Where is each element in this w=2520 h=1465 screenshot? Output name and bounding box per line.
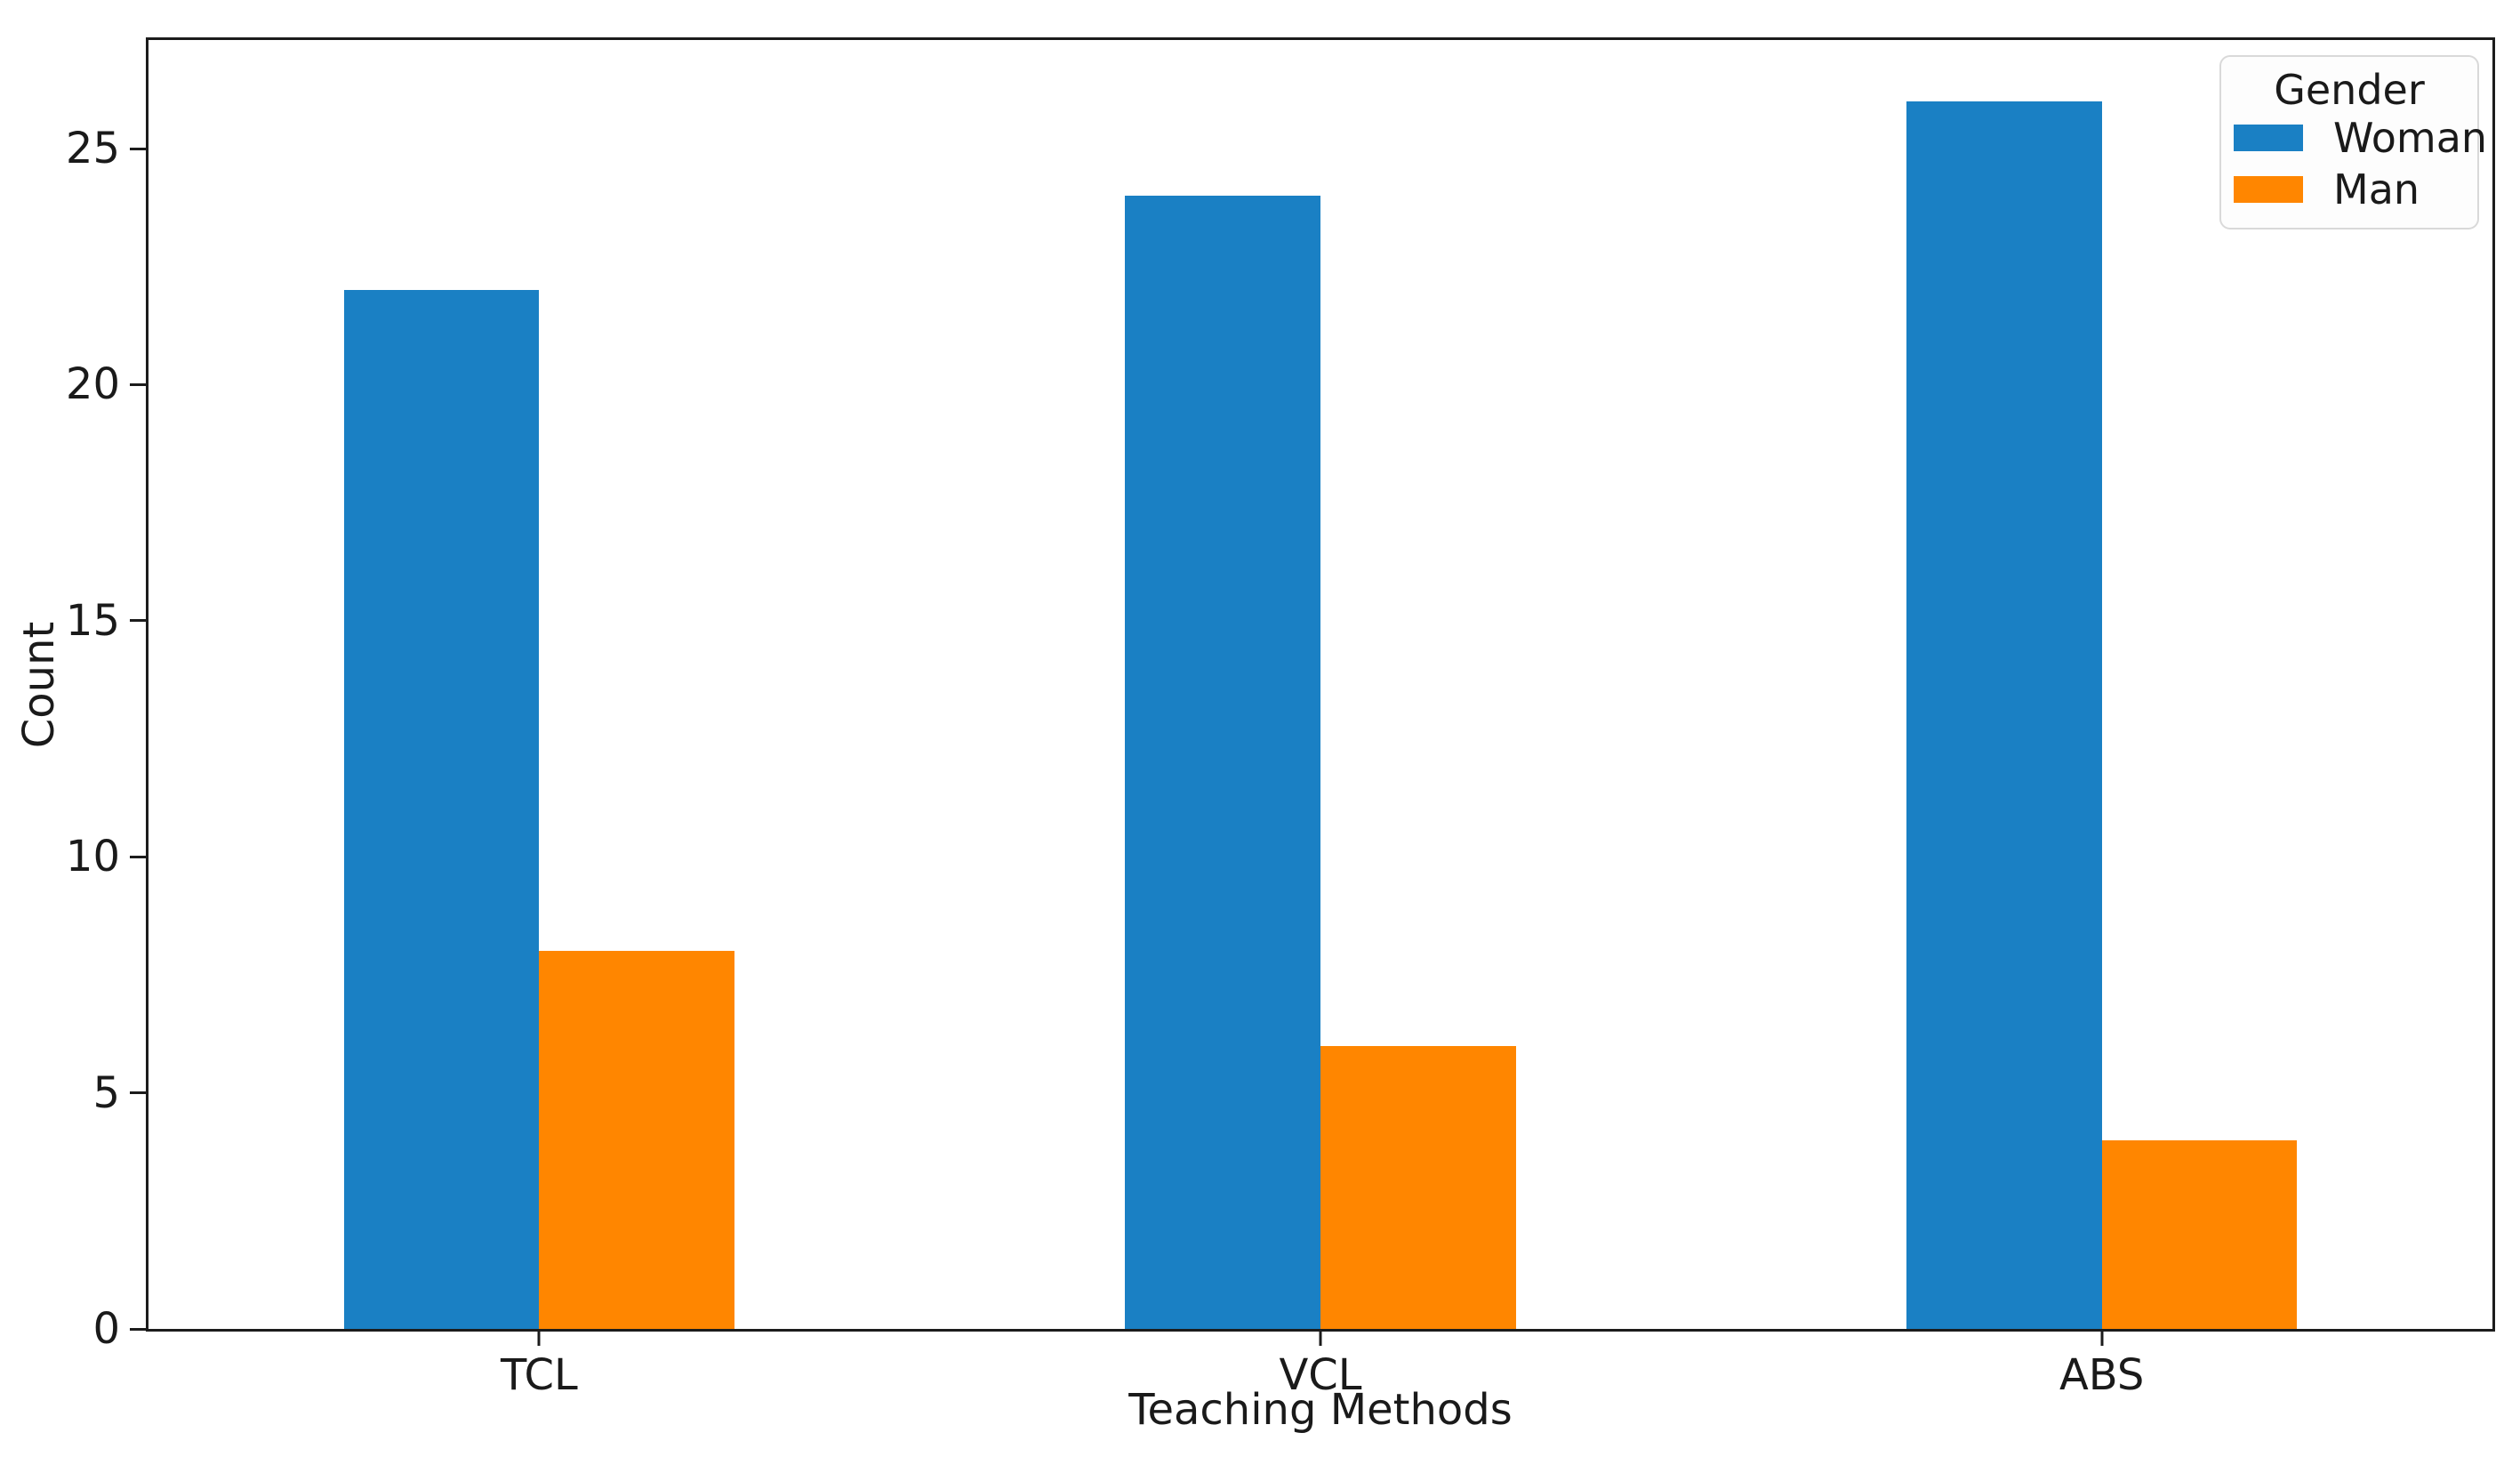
bars-layer [148,40,2492,1329]
x-axis-ticks: TCL VCL ABS [148,40,2492,1397]
y-tick-mark [130,855,146,858]
bar-woman-vcl [1125,196,1320,1329]
legend: Gender Woman Man [2219,55,2487,229]
y-tick-mark [130,1327,146,1331]
bar-woman-abs [1906,101,2102,1329]
y-tick-label: 25 [65,124,120,174]
bar-man-abs [2101,1139,2298,1329]
y-tick-mark [130,147,146,150]
x-tick-label-tcl: TCL [500,1350,578,1400]
y-tick-label: 20 [65,359,120,410]
y-tick-mark [130,1091,146,1095]
x-axis-label: Teaching Methods [1128,1385,1513,1435]
legend-item-man: Man [2234,164,2465,215]
legend-label-woman: Woman [2333,114,2488,162]
y-tick-label: 5 [92,1067,120,1118]
legend-label-man: Man [2333,165,2420,213]
y-tick-mark [130,619,146,623]
legend-item-woman: Woman [2234,112,2487,164]
x-tick-mark [537,1332,541,1346]
bar-man-vcl [1320,1045,1516,1329]
y-tick-mark [130,382,146,386]
woman-color-swatch-icon [2234,125,2303,151]
legend-title: Gender [2274,66,2425,114]
x-tick-mark [2100,1332,2104,1346]
y-axis-label: Count [14,621,64,749]
y-tick-label: 15 [65,595,120,646]
man-color-swatch-icon [2234,176,2303,203]
y-tick-label: 0 [92,1304,120,1354]
bar-woman-tcl [343,290,540,1329]
y-axis-ticks: 0 5 10 15 20 25 [66,40,2492,1350]
x-tick-label-abs: ABS [2059,1350,2145,1400]
x-tick-mark [1319,1332,1322,1346]
y-tick-label: 10 [65,832,120,882]
x-tick-label-vcl: VCL [1279,1350,1362,1400]
plot-area: 0 5 10 15 20 25 TCL VCL ABS [66,37,2495,1397]
bar-man-tcl [539,951,734,1329]
